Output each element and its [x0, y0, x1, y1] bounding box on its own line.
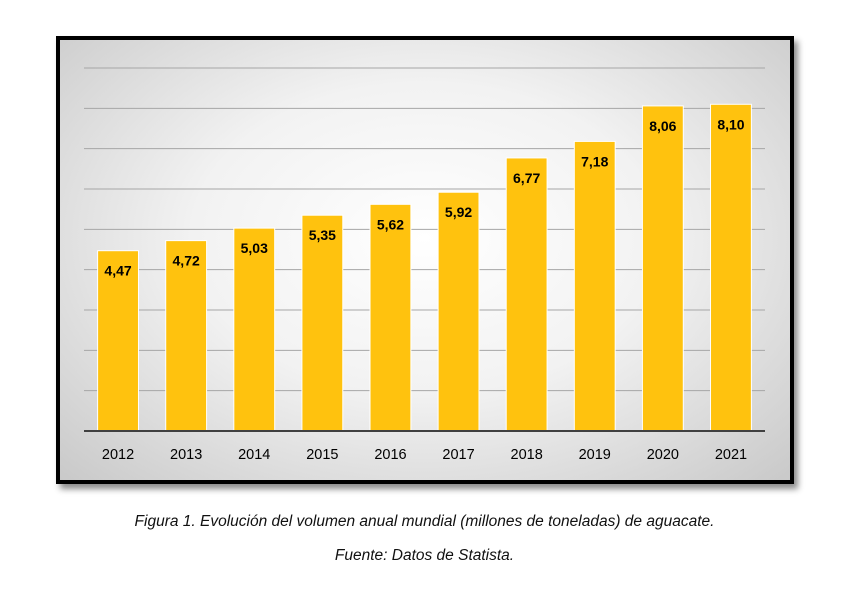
bar	[301, 214, 344, 432]
bar	[710, 103, 752, 432]
data-label: 5,35	[309, 227, 336, 243]
bar	[641, 105, 684, 432]
bar	[437, 191, 480, 432]
x-tick-label: 2017	[442, 447, 474, 463]
x-tick-label: 2015	[306, 447, 338, 463]
data-label: 8,10	[717, 116, 744, 132]
source-caption: Fuente: Datos de Statista.	[334, 547, 515, 564]
bar	[505, 157, 548, 432]
bar	[97, 250, 139, 432]
chart-frame: 4,47 2012 4,72 2013 5,03 2014 5,35 2015 5,62 2016…	[56, 36, 794, 484]
x-tick-label: 2021	[715, 447, 747, 463]
x-tick-label: 2013	[170, 447, 202, 463]
x-tick-label: 2016	[374, 447, 406, 463]
bar-chart: 4,47 2012 4,72 2013 5,03 2014 5,35 2015 5,62 2016…	[84, 67, 765, 463]
x-tick-label: 2019	[579, 447, 611, 463]
data-label: 8,06	[649, 118, 676, 134]
data-label: 5,03	[241, 240, 268, 256]
data-label: 6,77	[513, 170, 540, 186]
x-tick-label: 2014	[238, 447, 270, 463]
x-tick-label: 2020	[647, 447, 679, 463]
data-label: 4,72	[173, 253, 200, 269]
x-tick-label: 2012	[102, 447, 134, 463]
x-tick-label: 2018	[511, 447, 543, 463]
bar	[369, 203, 412, 432]
data-label: 5,62	[377, 216, 404, 232]
bar	[165, 240, 208, 432]
data-label: 7,18	[581, 153, 608, 169]
data-label: 4,47	[104, 263, 131, 279]
bar	[233, 227, 276, 432]
figure-caption: Figura 1. Evolución del volumen anual mu…	[134, 513, 715, 530]
bar	[573, 140, 616, 432]
data-label: 5,92	[445, 204, 472, 220]
